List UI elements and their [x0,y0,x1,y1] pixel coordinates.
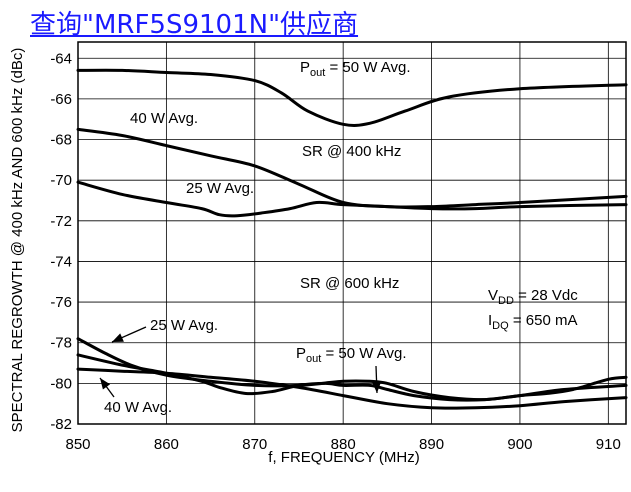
series-line-40-w-avg-sr-400-khz [76,127,628,209]
y-tick-label: -76 [50,294,72,311]
annotation-pout-50w-bottom: Pout = 50 W Avg. [296,345,407,365]
plot-frame [77,41,627,425]
arrow-40w-bottom-head [100,378,111,390]
series-line-25-w-avg-sr-400-khz [76,180,628,218]
x-tick-label: 910 [596,436,621,453]
y-tick-label: -68 [50,132,72,149]
annotation-idq: IDQ = 650 mA [488,312,577,332]
y-tick-label: -70 [50,172,72,189]
series-line-50-w-avg-sr-400-khz [76,68,628,127]
x-tick-label: 860 [154,436,179,453]
y-tick-label: -66 [50,91,72,108]
x-tick-label: 880 [331,436,356,453]
y-tick-label: -74 [50,253,72,270]
annotation-40w-bottom: 40 W Avg. [104,399,172,416]
series-line-25-w-avg-sr-600-khz [76,337,628,402]
annotation-25w-bottom: 25 W Avg. [150,317,218,334]
annotation-vdd: VDD = 28 Vdc [488,287,578,307]
x-tick-labels: 850 860 870 880 890 900 910 [65,436,620,453]
annotation-sr-600khz: SR @ 600 kHz [300,275,399,292]
annotation-40w-top: 40 W Avg. [130,110,198,127]
arrow-50w-bottom-head [372,381,382,393]
y-tick-label: -72 [50,213,72,230]
y-tick-label: -78 [50,335,72,352]
arrow-25w-bottom-head [112,333,124,342]
x-axis-label: f, FREQUENCY (MHz) [268,449,419,466]
annotation-pout-50w-top: Pout = 50 W Avg. [300,59,411,79]
y-tick-label: -64 [50,50,72,67]
data-curves [76,68,628,410]
grid-lines [77,42,626,425]
y-tick-label: -82 [50,416,72,433]
annotation-sr-400khz: SR @ 400 kHz [302,143,401,160]
supplier-search-link[interactable]: 查询"MRF5S9101N"供应商 [30,10,359,40]
x-tick-label: 870 [242,436,267,453]
y-tick-labels: -64 -66 -68 -70 -72 -74 -76 -78 -80 -82 [50,50,72,433]
annotation-25w-top: 25 W Avg. [186,180,254,197]
x-tick-label: 900 [507,436,532,453]
y-axis-label: SPECTRAL REGROWTH @ 400 kHz AND 600 kHz … [9,48,26,433]
y-tick-label: -80 [50,375,72,392]
callout-arrows [99,326,382,398]
x-tick-label: 850 [65,436,90,453]
x-tick-label: 890 [419,436,444,453]
